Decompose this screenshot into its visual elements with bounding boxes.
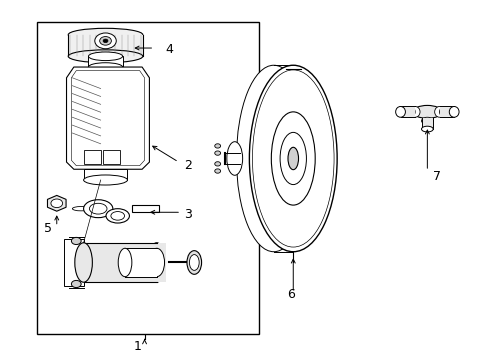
Ellipse shape xyxy=(83,175,127,185)
Ellipse shape xyxy=(439,107,448,117)
Ellipse shape xyxy=(448,107,458,117)
Text: 1: 1 xyxy=(133,340,141,353)
Ellipse shape xyxy=(421,126,432,132)
Bar xyxy=(421,118,432,129)
Bar xyxy=(88,56,122,67)
Ellipse shape xyxy=(400,107,409,117)
Ellipse shape xyxy=(395,107,405,117)
Circle shape xyxy=(214,151,220,155)
Ellipse shape xyxy=(186,251,201,274)
Bar xyxy=(37,22,259,334)
Polygon shape xyxy=(66,67,149,169)
Bar xyxy=(83,169,127,180)
Ellipse shape xyxy=(405,107,414,117)
Ellipse shape xyxy=(287,147,298,170)
Circle shape xyxy=(71,280,81,288)
Ellipse shape xyxy=(68,28,142,41)
Ellipse shape xyxy=(148,243,165,282)
Bar xyxy=(103,149,120,164)
Bar xyxy=(68,35,142,56)
Ellipse shape xyxy=(106,209,129,223)
Ellipse shape xyxy=(280,132,306,185)
Circle shape xyxy=(103,39,108,42)
Ellipse shape xyxy=(271,112,315,205)
Ellipse shape xyxy=(111,212,124,220)
Ellipse shape xyxy=(75,243,92,282)
Ellipse shape xyxy=(88,63,122,71)
Circle shape xyxy=(95,33,116,49)
Bar xyxy=(400,107,414,117)
Bar xyxy=(83,149,101,164)
Ellipse shape xyxy=(68,50,142,63)
Circle shape xyxy=(51,199,62,208)
Circle shape xyxy=(214,162,220,166)
Ellipse shape xyxy=(89,203,107,214)
Bar xyxy=(83,243,166,282)
Text: 3: 3 xyxy=(184,208,192,221)
Ellipse shape xyxy=(226,142,242,175)
Circle shape xyxy=(214,169,220,173)
Text: 4: 4 xyxy=(164,42,172,55)
Ellipse shape xyxy=(434,107,444,117)
Ellipse shape xyxy=(409,107,419,117)
Ellipse shape xyxy=(421,117,432,125)
Text: 2: 2 xyxy=(184,159,192,172)
Ellipse shape xyxy=(249,65,336,252)
Ellipse shape xyxy=(412,105,441,118)
Bar xyxy=(439,107,453,117)
Ellipse shape xyxy=(118,248,132,277)
Ellipse shape xyxy=(189,255,199,270)
Circle shape xyxy=(214,144,220,148)
Circle shape xyxy=(71,237,81,244)
Bar xyxy=(132,205,159,212)
Ellipse shape xyxy=(444,107,453,117)
Ellipse shape xyxy=(72,207,90,211)
Text: 5: 5 xyxy=(44,222,52,235)
Ellipse shape xyxy=(149,248,164,277)
Ellipse shape xyxy=(83,200,113,218)
Text: 6: 6 xyxy=(286,288,294,301)
Ellipse shape xyxy=(236,65,310,252)
Bar xyxy=(125,248,157,277)
Ellipse shape xyxy=(252,70,333,247)
Ellipse shape xyxy=(88,52,122,60)
Circle shape xyxy=(100,37,111,45)
Text: 7: 7 xyxy=(432,170,440,183)
Polygon shape xyxy=(47,195,66,211)
Bar xyxy=(64,239,83,286)
